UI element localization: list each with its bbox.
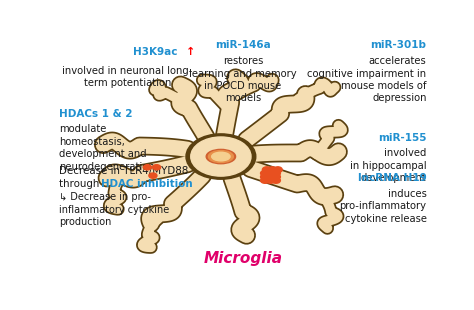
- Ellipse shape: [212, 152, 230, 161]
- Text: accelerates
cognitive impairment in
mouse models of
depression: accelerates cognitive impairment in mous…: [308, 56, 427, 104]
- Text: modulate
homeostasis,
development and
neurodegeneration: modulate homeostasis, development and ne…: [59, 124, 155, 171]
- Text: induces
pro-inflammatory
cytokine release: induces pro-inflammatory cytokine releas…: [339, 189, 427, 224]
- Text: miR-301b: miR-301b: [371, 40, 427, 50]
- Circle shape: [266, 174, 275, 180]
- Ellipse shape: [206, 149, 236, 164]
- Circle shape: [261, 174, 269, 180]
- Circle shape: [149, 173, 157, 178]
- Circle shape: [261, 170, 269, 176]
- Circle shape: [272, 170, 281, 176]
- Text: Decrease in TLR4/MYD88: Decrease in TLR4/MYD88: [59, 166, 189, 176]
- Text: miR-146a: miR-146a: [215, 40, 271, 50]
- Text: through: through: [59, 179, 103, 189]
- Circle shape: [273, 167, 282, 173]
- Text: lncRNA H19: lncRNA H19: [358, 173, 427, 183]
- Circle shape: [272, 174, 281, 180]
- Text: restores
learning and memory
in POCD mouse
models: restores learning and memory in POCD mou…: [189, 56, 297, 104]
- Text: ↳ Decrease in pro-
inflammatory cytokine
production: ↳ Decrease in pro- inflammatory cytokine…: [59, 192, 170, 227]
- Circle shape: [191, 137, 251, 176]
- Circle shape: [263, 167, 271, 173]
- Circle shape: [272, 178, 281, 183]
- Circle shape: [186, 134, 256, 179]
- Circle shape: [143, 165, 152, 170]
- Circle shape: [261, 178, 269, 183]
- Text: ↑: ↑: [186, 47, 195, 57]
- Circle shape: [266, 178, 275, 183]
- Text: miR-155: miR-155: [378, 133, 427, 143]
- Circle shape: [268, 167, 277, 173]
- Text: HDAC inhibition: HDAC inhibition: [101, 179, 193, 189]
- Text: involved in neuronal long-
term potentiation: involved in neuronal long- term potentia…: [62, 66, 192, 88]
- Text: Microglia: Microglia: [203, 251, 283, 266]
- Text: HDACs 1 & 2: HDACs 1 & 2: [59, 109, 133, 119]
- Ellipse shape: [209, 151, 233, 162]
- Circle shape: [266, 170, 275, 176]
- Text: H3K9ac: H3K9ac: [133, 47, 177, 57]
- Circle shape: [153, 165, 161, 170]
- Text: involved
in hippocampal
development: involved in hippocampal development: [350, 148, 427, 183]
